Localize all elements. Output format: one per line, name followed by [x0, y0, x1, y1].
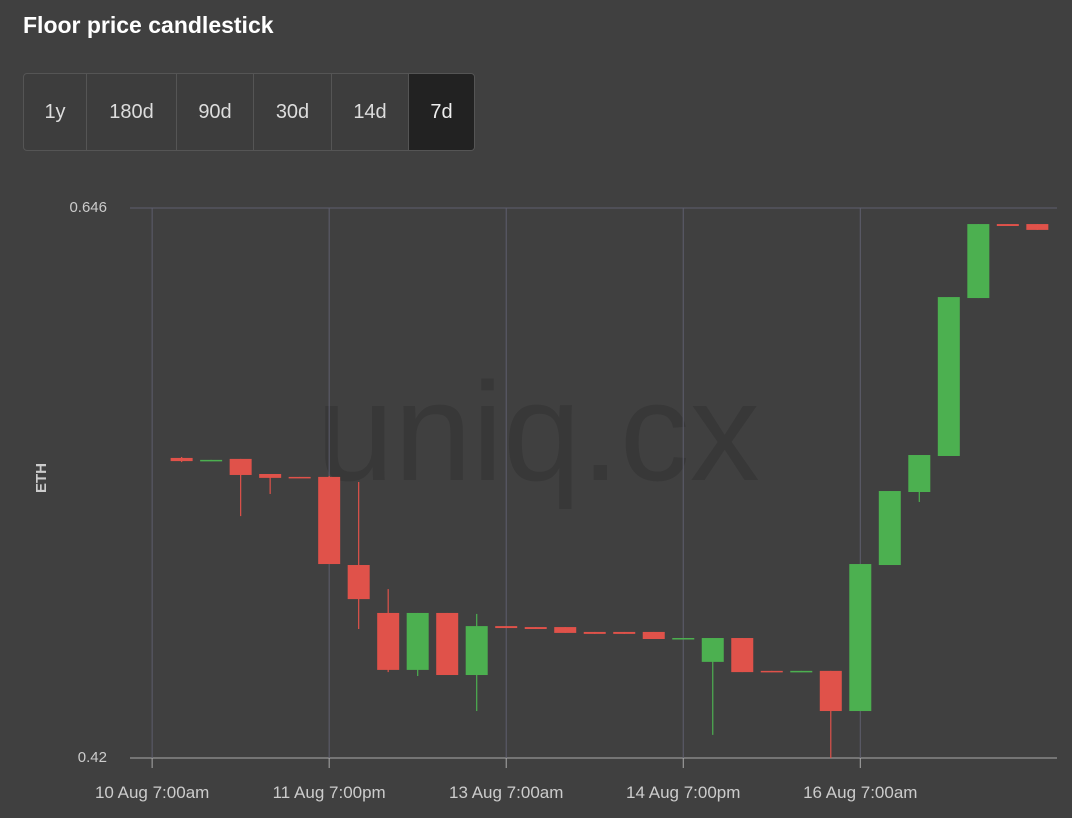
- candle-body: [908, 455, 931, 493]
- candle-body: [288, 476, 311, 479]
- candle-body: [436, 612, 459, 676]
- candle-body: [200, 459, 223, 462]
- candle-body: [170, 457, 193, 462]
- candle-body: [406, 612, 429, 670]
- candle-body: [760, 670, 783, 673]
- candle-body: [642, 631, 665, 639]
- candle-body: [967, 224, 990, 299]
- candle-body: [524, 627, 547, 630]
- candle-body: [672, 638, 695, 640]
- candle-body: [731, 638, 754, 673]
- candle-body: [347, 565, 370, 600]
- range-tab[interactable]: 180d: [87, 74, 177, 150]
- candle-body: [318, 476, 341, 565]
- candle-body: [229, 458, 252, 475]
- candle-body: [819, 670, 842, 712]
- range-tab[interactable]: 14d: [332, 74, 409, 150]
- candle-body: [583, 631, 606, 634]
- candle-body: [377, 612, 400, 670]
- x-tick-label: 14 Aug 7:00pm: [626, 783, 740, 802]
- x-tick-label: 16 Aug 7:00am: [803, 783, 917, 802]
- candle-body: [790, 670, 813, 673]
- y-tick-label: 0.646: [69, 199, 107, 216]
- candle-body: [259, 473, 282, 478]
- candle-body: [613, 631, 636, 634]
- candle-body: [465, 626, 488, 676]
- candle-body: [495, 626, 518, 629]
- x-tick-label: 11 Aug 7:00pm: [273, 783, 386, 802]
- candle-body: [996, 224, 1019, 227]
- range-tab[interactable]: 1y: [24, 74, 87, 150]
- x-tick-label: 13 Aug 7:00am: [449, 783, 563, 802]
- range-tabs: 1y 180d 90d 30d 14d 7d: [23, 73, 475, 151]
- candle-body: [849, 564, 872, 712]
- candle-body: [878, 491, 901, 566]
- y-axis-label: ETH: [33, 463, 50, 493]
- range-tab[interactable]: 30d: [254, 74, 332, 150]
- candle-body: [554, 627, 577, 633]
- candle-body: [701, 638, 724, 662]
- candle-body: [1026, 224, 1049, 230]
- range-tab[interactable]: 7d: [409, 74, 474, 150]
- candle-body: [937, 297, 960, 456]
- watermark: uniq.cx: [316, 353, 760, 510]
- y-tick-label: 0.42: [78, 749, 107, 766]
- x-tick-label: 10 Aug 7:00am: [95, 783, 209, 802]
- page-title: Floor price candlestick: [23, 12, 274, 38]
- range-tab[interactable]: 90d: [177, 74, 254, 150]
